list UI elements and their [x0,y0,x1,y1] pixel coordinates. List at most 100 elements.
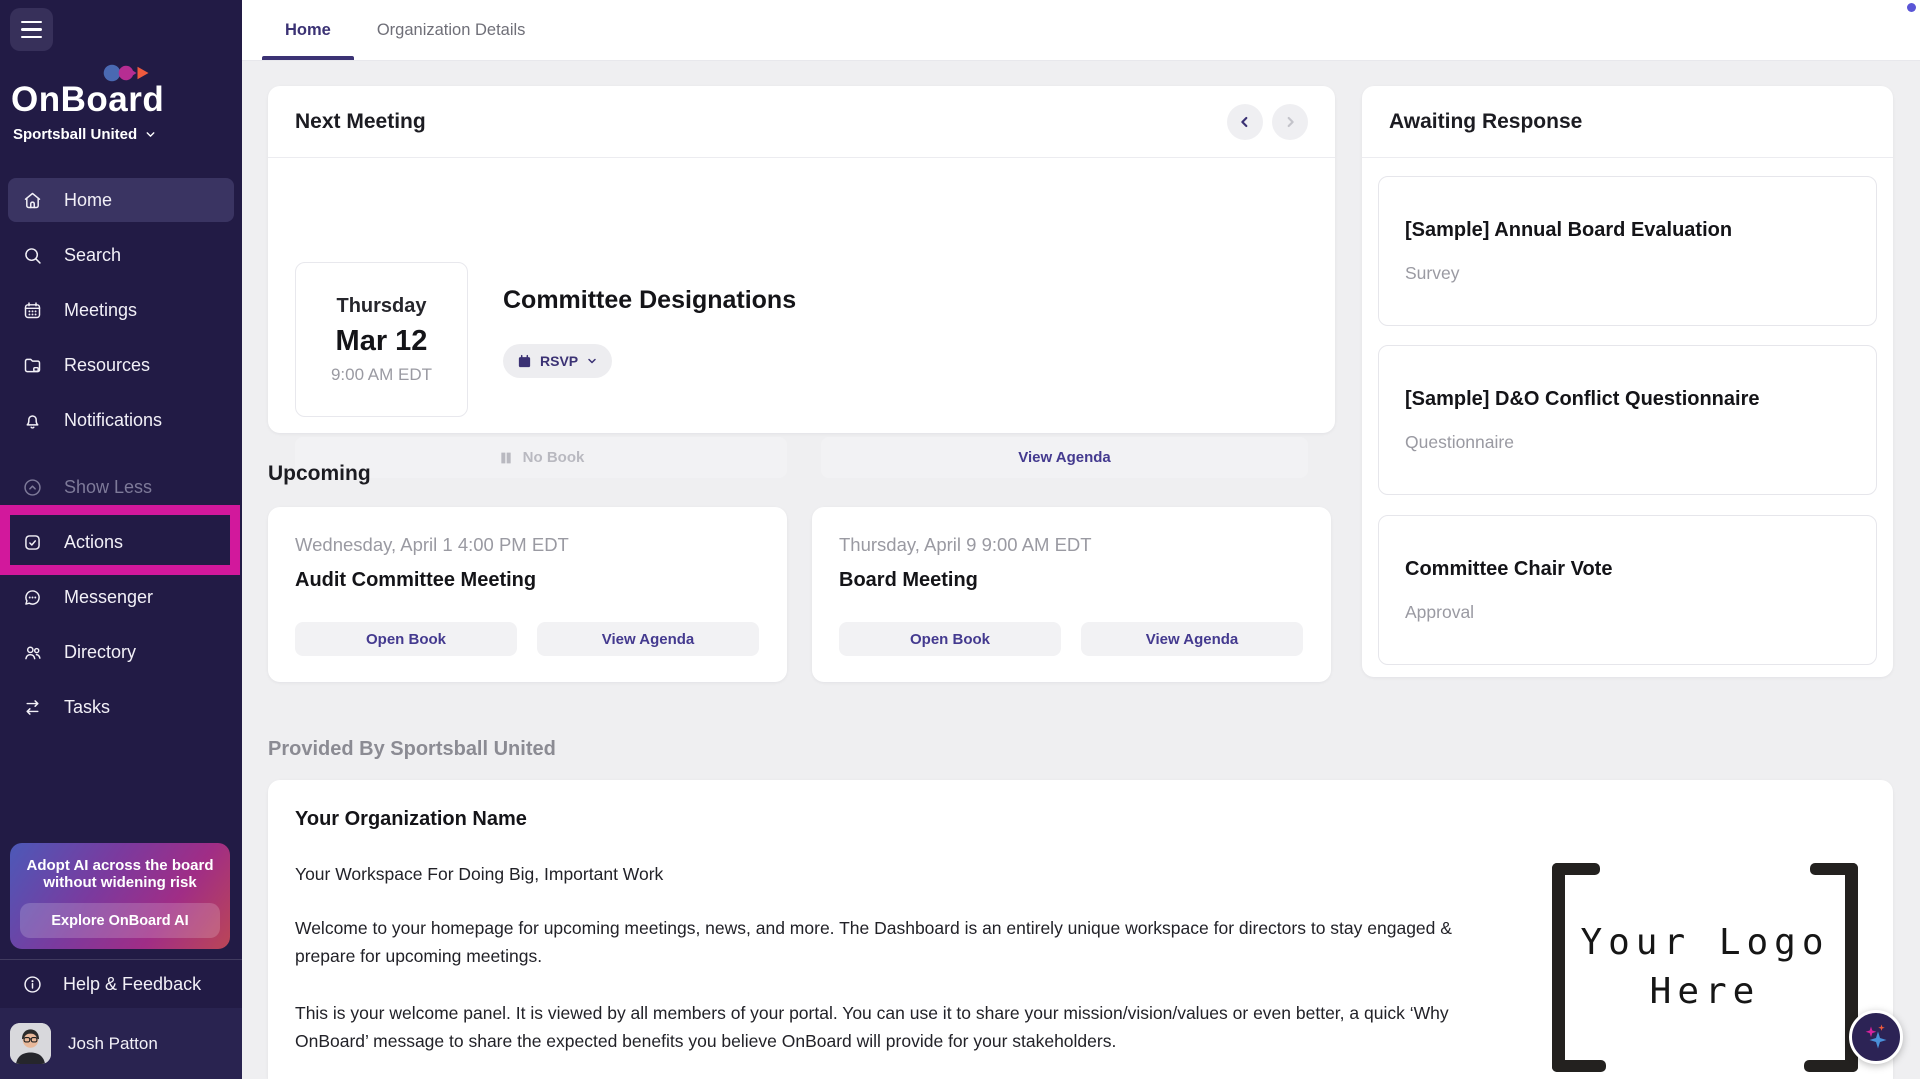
no-book-button[interactable]: No Book [295,437,787,478]
explore-onboard-ai-button[interactable]: Explore OnBoard AI [20,903,220,938]
carousel-next-button[interactable] [1272,103,1308,140]
sidebar-item-actions[interactable]: Actions [8,520,234,564]
rsvp-button[interactable]: RSVP [503,344,613,378]
next-meeting-header: Next Meeting [268,86,1335,158]
sidebar: OnBoard Sportsball United Home Search Me… [0,0,242,1079]
awaiting-item-type: Survey [1405,263,1460,283]
upcoming-meeting-card: Thursday, April 9 9:00 AM EDT Board Meet… [812,507,1331,682]
upcoming-meeting-card: Wednesday, April 1 4:00 PM EDT Audit Com… [268,507,787,682]
calendar-icon [518,354,531,367]
awaiting-item-title: Committee Chair Vote [1405,558,1613,580]
upcoming-meeting-datetime: Wednesday, April 1 4:00 PM EDT [295,534,569,555]
tab-organization-details[interactable]: Organization Details [354,0,549,60]
chevron-up-circle-icon [24,478,41,496]
tab-home[interactable]: Home [262,0,354,60]
chat-bubble-icon [25,589,40,605]
ai-promo-panel: Adopt AI across the board without wideni… [10,843,230,949]
bell-icon [26,414,39,429]
logo-bracket-left [1552,863,1565,1072]
rsvp-label: RSVP [540,353,579,369]
ai-assistant-fab[interactable] [1849,1010,1903,1064]
sidebar-item-tasks[interactable]: Tasks [8,685,234,729]
open-book-label: Open Book [365,630,446,648]
user-name: Josh Patton [68,1033,158,1053]
sidebar-item-label: Directory [64,641,137,662]
sidebar-item-label: Resources [64,354,151,375]
view-agenda-label: View Agenda [1018,449,1111,466]
org-name-title: Your Organization Name [295,808,527,830]
awaiting-item-title: [Sample] D&O Conflict Questionnaire [1405,388,1760,410]
meeting-date: Mar 12 [335,324,428,357]
sidebar-item-label: Show Less [64,476,153,497]
ai-promo-text: Adopt AI across the board [26,857,214,874]
people-icon [25,646,41,659]
next-meeting-title: Next Meeting [295,109,426,133]
ai-promo-text: without widening risk [43,874,197,891]
topbar: Home Organization Details [242,0,1920,61]
view-agenda-label: View Agenda [1145,630,1239,648]
logo-placeholder-text: Your Logo Here [1580,922,1830,1012]
tab-label: Home [285,20,331,39]
meeting-name: Committee Designations [503,286,797,314]
chevron-right-icon [1287,116,1294,127]
carousel-prev-button[interactable] [1227,103,1263,140]
help-feedback-button[interactable]: Help & Feedback [0,959,242,1008]
open-book-button[interactable]: Open Book [839,622,1061,656]
upcoming-meeting-title: Audit Committee Meeting [295,569,537,591]
sidebar-item-resources[interactable]: Resources [8,343,234,387]
view-agenda-button[interactable]: View Agenda [537,622,759,656]
welcome-paragraph: This is your welcome panel. It is viewed… [295,1003,1449,1051]
logo-bracket-left-bottom [1552,1060,1606,1072]
info-icon [24,975,41,993]
sidebar-item-search[interactable]: Search [8,233,234,277]
checkbox-icon [25,534,40,550]
sidebar-item-messenger[interactable]: Messenger [8,575,234,619]
hamburger-menu-icon[interactable] [10,8,53,51]
org-switcher-label: Sportsball United [13,126,138,143]
awaiting-item-card[interactable]: [Sample] D&O Conflict Questionnaire Ques… [1378,345,1877,495]
sidebar-item-label: Tasks [64,696,111,717]
onboard-logo-mark [103,64,149,82]
transfer-arrows-icon [26,699,39,715]
tab-label: Organization Details [376,20,526,39]
sidebar-item-label: Search [64,244,122,265]
sidebar-item-directory[interactable]: Directory [8,630,234,674]
sidebar-item-home[interactable]: Home [8,178,234,222]
logo-bracket-right-top [1810,863,1858,875]
chevron-down-icon [588,358,596,364]
primary-nav: Home Search Meetings Resources Notificat… [8,178,234,453]
secondary-nav: Show Less Actions Messenger Directory Ta… [8,465,234,740]
corner-indicator-dot [1907,3,1916,12]
sidebar-item-show-less[interactable]: Show Less [8,465,234,509]
logo-placeholder: Your Logo Here [1552,863,1858,1072]
welcome-paragraph: Welcome to your homepage for upcoming me… [295,918,1452,966]
sidebar-item-meetings[interactable]: Meetings [8,288,234,332]
awaiting-response-panel: Awaiting Response [Sample] Annual Board … [1362,86,1893,677]
meeting-day: Thursday [336,294,427,317]
org-tagline: Your Workspace For Doing Big, Important … [295,864,664,884]
upcoming-meeting-datetime: Thursday, April 9 9:00 AM EDT [839,534,1092,555]
sparkle-ai-icon [1865,1024,1887,1049]
chevron-down-icon [146,132,155,137]
view-agenda-button[interactable]: View Agenda [821,437,1308,478]
logo-bracket-left-top [1552,863,1600,875]
next-meeting-card: Next Meeting Thursday Mar 12 9:00 AM EDT… [268,86,1335,478]
meeting-time: 9:00 AM EDT [330,364,433,384]
sidebar-item-label: Actions [64,531,124,552]
view-agenda-button[interactable]: View Agenda [1081,622,1303,656]
logo-bracket-right-bottom [1804,1060,1858,1072]
sidebar-item-notifications[interactable]: Notifications [8,398,234,442]
awaiting-item-card[interactable]: [Sample] Annual Board Evaluation Survey [1378,176,1877,326]
search-icon [25,247,41,264]
awaiting-item-title: [Sample] Annual Board Evaluation [1405,219,1733,241]
provided-by-heading: Provided By Sportsball United [268,738,556,760]
org-switcher[interactable]: Sportsball United [13,126,157,143]
open-book-button[interactable]: Open Book [295,622,517,656]
calendar-icon [24,301,41,318]
sidebar-item-label: Meetings [64,299,138,320]
help-feedback-label: Help & Feedback [63,973,202,994]
awaiting-response-header: Awaiting Response [1362,86,1893,158]
user-profile-row[interactable]: Josh Patton [0,1008,242,1079]
sidebar-item-label: Notifications [64,409,163,430]
awaiting-item-card[interactable]: Committee Chair Vote Approval [1378,515,1877,665]
